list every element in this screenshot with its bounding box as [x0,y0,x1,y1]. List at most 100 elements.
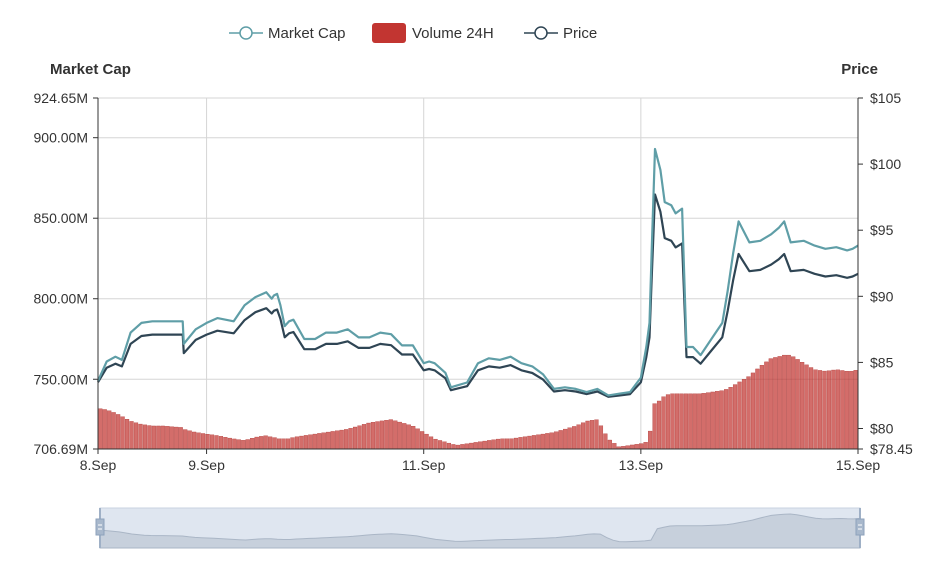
volume-bar [129,421,134,450]
line-circle-icon [534,26,548,40]
legend-item-volume-24h[interactable]: Volume 24H [372,23,494,43]
volume-bar [782,354,787,450]
volume-bar [379,420,384,450]
volume-bar [536,434,541,450]
x-tick-label: 8.Sep [80,457,117,473]
volume-bar [232,438,237,450]
volume-bar [527,435,532,450]
volume-bar [513,437,519,450]
volume-bar [563,428,568,450]
volume-bar [835,369,840,450]
zoom-handle-left[interactable] [95,508,105,548]
volume-bar [710,391,715,450]
volume-bar [303,435,308,450]
volume-bar [706,392,711,450]
volume-bar [603,433,608,450]
volume-bar [245,439,250,450]
volume-bar [147,425,152,450]
volume-bar [223,437,228,450]
volume-bar [545,433,550,450]
volume-bar [482,440,487,450]
volume-bar [428,436,434,450]
volume-bar [612,443,617,450]
volume-bar [384,420,389,450]
volume-bar [567,427,572,450]
volume-bar [174,426,179,450]
volume-bar [840,370,845,450]
volume-bar [849,371,854,450]
y-right-axis-name: Price [841,61,878,78]
volume-bar [594,419,599,450]
volume-bar [580,422,586,450]
legend-item-price[interactable]: Price [524,25,597,42]
volume-bar [665,394,671,450]
volume-bar [764,361,769,450]
market-cap-line [96,147,859,397]
volume-bar [598,425,604,450]
line-circle-icon [239,26,253,40]
volume-bar [549,432,554,450]
volume-bar [558,430,563,450]
volume-bar [692,393,697,450]
volume-bar [518,437,523,450]
volume-bar [393,420,398,450]
y-right-tick-label: $80 [870,421,894,437]
volume-bar [348,428,353,450]
chart-legend[interactable]: Market Cap Volume 24H Price [229,23,597,43]
filled-rect-icon [372,23,406,43]
volume-bar [648,430,653,450]
volume-bar [209,434,215,450]
tick-labels: 706.69M 750.00M 800.00M 850.00M 900.00M 924.6… [34,90,914,473]
volume-bar [826,370,832,450]
volume-bar [156,425,161,450]
volume-bar [250,438,255,450]
zoom-preview-area [99,513,861,549]
volume-bar [236,439,241,450]
volume-bar [576,424,581,450]
zoom-handle-right[interactable] [855,508,865,548]
volume-bar [800,362,805,450]
volume-bar [192,431,197,450]
volume-bar [643,442,648,450]
volume-bar [308,434,313,450]
price-line [97,193,859,398]
volume-bar [281,438,286,450]
volume-bar [451,444,456,450]
volume-bar [312,433,317,450]
volume-bar [102,409,107,450]
volume-bar [540,433,545,450]
volume-bar [352,426,358,450]
volume-bar [160,425,165,450]
y-right-tick-label: $100 [870,156,901,172]
volume-bar [402,423,407,450]
volume-bar [509,438,514,450]
volume-bar [437,440,443,450]
volume-bar [165,426,170,450]
volume-bar [433,438,438,450]
volume-bar [670,393,675,450]
volume-bar [178,427,183,450]
data-zoom-slider[interactable] [95,507,865,549]
volume-bar [397,421,402,450]
volume-bar [674,393,680,450]
volume-bar [205,433,210,450]
volume-bar [272,437,277,450]
x-tick-label: 9.Sep [188,457,225,473]
volume-bar [746,376,751,450]
volume-bar [241,440,246,450]
volume-bar [276,438,282,450]
volume-bar [804,364,809,450]
volume-bar [679,393,684,450]
volume-bar [478,441,483,450]
volume-bar [361,424,367,450]
volume-bar [330,431,335,450]
volume-bar [652,403,657,450]
x-tick-label: 13.Sep [619,457,664,473]
y-right-tick-label: $78.45 [870,441,913,457]
volume-bar [424,433,429,450]
volume-bar [469,442,474,450]
legend-item-market-cap[interactable]: Market Cap [229,25,346,42]
volume-bar [183,429,188,450]
volume-bar [732,384,738,450]
volume-bar [116,414,121,450]
